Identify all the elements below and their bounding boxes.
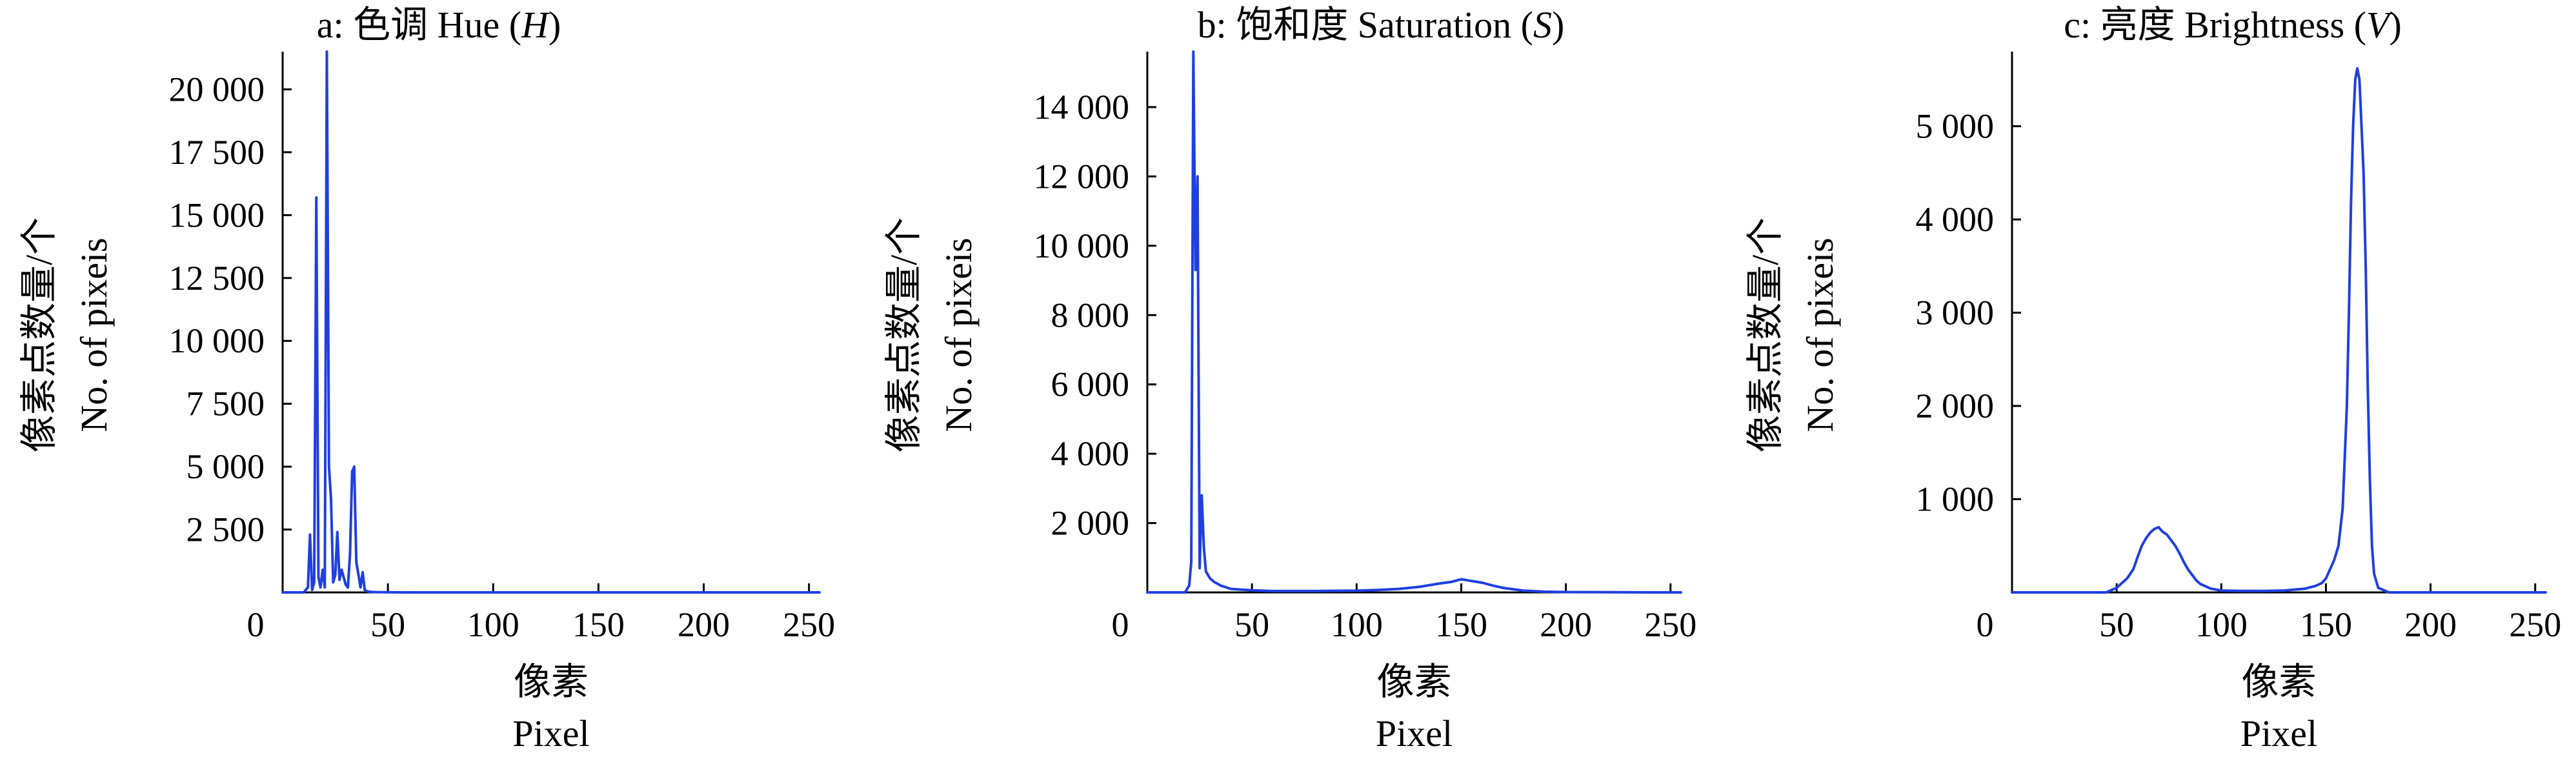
y-tick-label: 12 000 [1034,157,1130,196]
y-tick-label: 5 000 [1916,107,1995,146]
x-tick-label: 100 [1331,605,1383,644]
x-tick-label: 100 [467,605,519,644]
chart-panel-2: b: 饱和度 Saturation (S) 0 50 100 150 200 250 2 00… [883,4,1696,754]
y-tick-label: 3 000 [1916,294,1995,332]
chart-panel-1: a: 色调 Hue (H) 0 50 100 150 200 250 2 500 5 000 7 … [18,4,835,754]
title-suffix: ) [2389,4,2401,46]
y-tick-label: 4 000 [1916,200,1995,239]
x-tick-label: 100 [2195,605,2248,644]
x-axis-title-cn: 像素 [1376,661,1451,703]
x-tick-label: 250 [783,605,835,644]
title-variable: H [521,4,550,46]
y-tick-label: 14 000 [1034,88,1130,126]
y-tick-label: 15 000 [169,196,265,234]
y-axis-title-cn: 像素点数量/个 [883,217,925,452]
y-tick-label: 12 500 [169,259,265,297]
title-variable: V [2366,4,2393,46]
y-axis-title-en: No. of pixeis [938,237,980,432]
title-prefix: a: 色调 Hue ( [317,4,521,46]
x-tick-label: 150 [2300,605,2352,644]
x-axis-title-en: Pixel [1376,712,1453,754]
title-suffix: ) [1552,4,1564,46]
chart-title: c: 亮度 Brightness (V) [2064,4,2402,46]
y-axis-title-en: No. of pixeis [73,237,115,432]
x-tick-label: 200 [1540,605,1592,644]
y-axis-title-cn: 像素点数量/个 [18,217,60,452]
y-tick-label: 7 500 [186,385,265,423]
title-suffix: ) [548,4,561,46]
histogram-series-line [1146,50,1682,594]
chart-panel-3: c: 亮度 Brightness (V) 0 50 100 150 200 250 1 000… [1744,4,2561,754]
x-axis-title-cn: 像素 [2241,661,2316,703]
y-tick-label: 17 500 [169,133,265,172]
title-variable: S [1533,4,1552,46]
y-tick-label: 10 000 [169,321,265,360]
x-tick-label: 50 [2099,605,2134,644]
y-tick-label: 5 000 [186,447,265,486]
x-tick-label: 200 [678,605,730,644]
x-tick-label: 150 [572,605,625,644]
x-tick-label: 50 [1234,605,1269,644]
x-tick-label: 0 [1977,605,1994,644]
y-tick-label: 2 000 [1916,387,1995,425]
x-tick-label: 250 [2509,605,2561,644]
y-tick-label: 2 500 [186,510,265,549]
y-axis-title-cn: 像素点数量/个 [1744,217,1786,452]
y-tick-label: 10 000 [1034,227,1130,265]
y-tick-label: 6 000 [1051,365,1130,404]
y-tick-label: 2 000 [1051,504,1130,543]
x-tick-label: 200 [2404,605,2457,644]
y-axis-title-en: No. of pixeis [1799,237,1841,432]
title-prefix: b: 饱和度 Saturation ( [1198,4,1533,46]
y-tick-label: 8 000 [1051,296,1130,334]
title-prefix: c: 亮度 Brightness ( [2064,4,2366,46]
histogram-series-line [281,50,821,594]
x-axis-title-en: Pixel [2240,712,2317,754]
x-axis-title-cn: 像素 [514,661,589,703]
chart-title: a: 色调 Hue (H) [317,4,561,46]
x-tick-label: 150 [1435,605,1487,644]
y-tick-label: 20 000 [169,70,265,108]
y-tick-label: 1 000 [1916,480,1995,519]
x-tick-label: 250 [1644,605,1696,644]
x-tick-label: 0 [1112,605,1129,644]
x-tick-label: 0 [247,605,265,644]
y-tick-label: 4 000 [1051,434,1130,473]
x-tick-label: 50 [370,605,405,644]
histogram-series-line [2011,67,2547,594]
chart-title: b: 饱和度 Saturation (S) [1198,4,1565,46]
x-axis-title-en: Pixel [512,712,589,754]
